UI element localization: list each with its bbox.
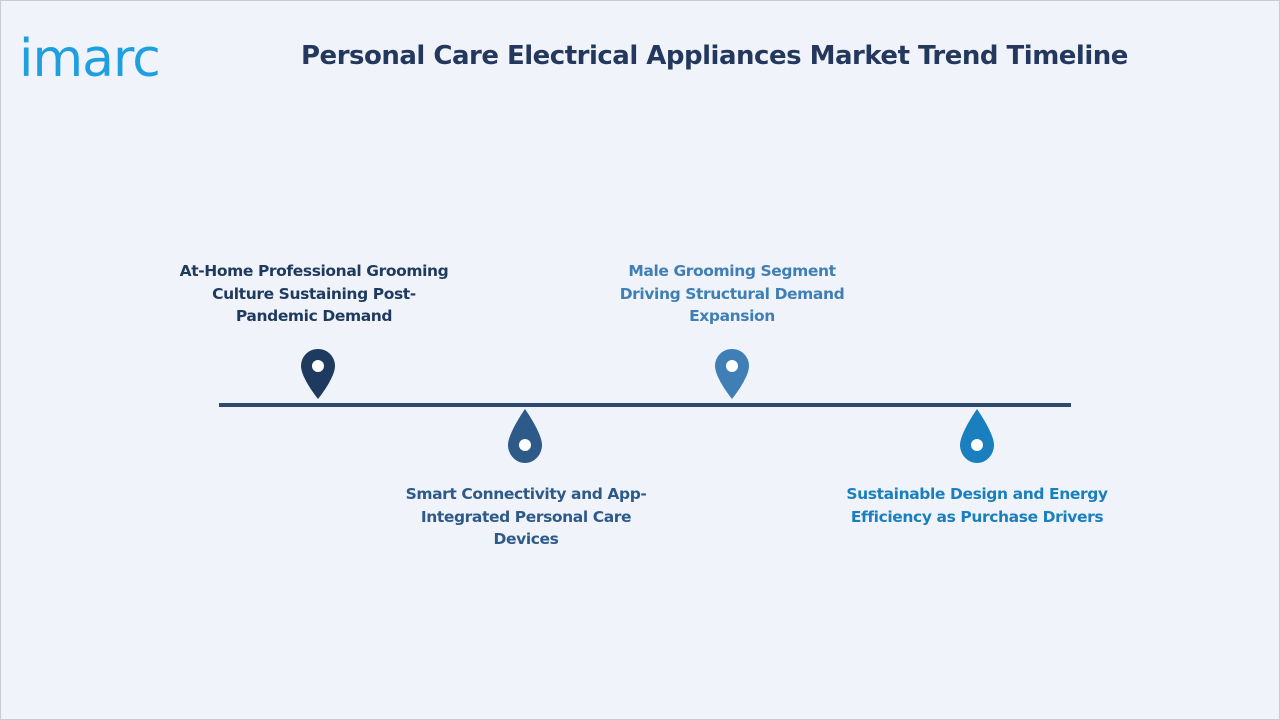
water-drop-icon	[508, 409, 542, 463]
page-title: Personal Care Electrical Appliances Mark…	[301, 41, 1128, 71]
water-drop-icon	[960, 409, 994, 463]
map-pin-icon	[301, 349, 335, 399]
timeline-axis	[219, 403, 1071, 407]
timeline-event-label: At-Home Professional Grooming Culture Su…	[179, 262, 449, 325]
imarc-logo: imarc	[19, 29, 161, 83]
svg-text:imarc: imarc	[19, 29, 160, 83]
timeline-event-label: Male Grooming Segment Driving Structural…	[619, 262, 845, 325]
timeline-event-label: Smart Connectivity and App-Integrated Pe…	[405, 485, 647, 548]
timeline-event-label: Sustainable Design and Energy Efficiency…	[846, 485, 1108, 526]
map-pin-icon	[715, 349, 749, 399]
